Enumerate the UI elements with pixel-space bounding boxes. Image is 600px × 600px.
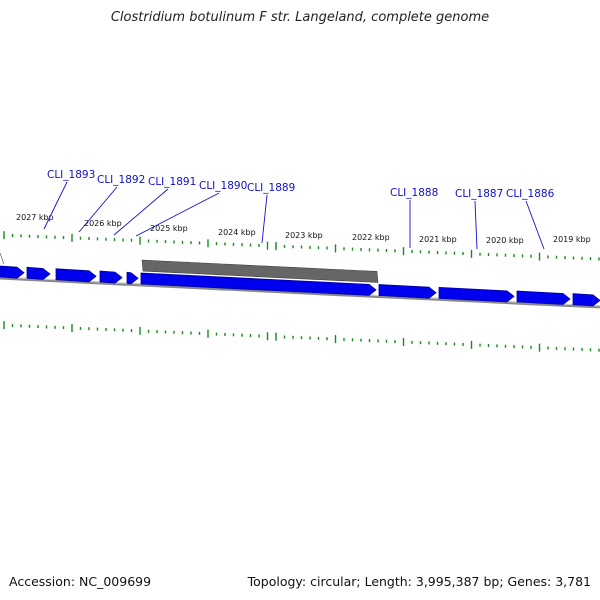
rrna-feature-edge bbox=[0, 252, 5, 265]
gene-label: CLI_1887 bbox=[455, 188, 503, 200]
kbp-tick-label: 2023 kbp bbox=[285, 231, 323, 240]
genome-summary-text: Topology: circular; Length: 3,995,387 bp… bbox=[247, 574, 591, 589]
gene-arrow bbox=[126, 271, 139, 285]
gene-leader-line bbox=[525, 200, 545, 250]
gene-arrow bbox=[438, 286, 515, 303]
gene-label: CLI_1888 bbox=[390, 187, 438, 199]
kbp-tick-label: 2020 kbp bbox=[486, 236, 524, 245]
gene-label: CLI_1890 bbox=[199, 180, 247, 192]
gene-arrow bbox=[140, 272, 377, 296]
backbone-line bbox=[0, 276, 600, 309]
reverse-strand-features bbox=[0, 252, 379, 283]
gc-skew-inner-track bbox=[3, 321, 600, 352]
kbp-tick-label: 2027 kbp bbox=[16, 213, 54, 222]
kbp-tick-label: 2021 kbp bbox=[419, 235, 457, 244]
gene-label: CLI_1893 bbox=[47, 169, 95, 181]
gene-leader-line bbox=[78, 186, 118, 233]
gene-arrow bbox=[26, 266, 51, 280]
gene-leader-line bbox=[261, 194, 268, 244]
gene-arrow bbox=[99, 270, 123, 284]
gene-arrow bbox=[378, 284, 437, 299]
gene-label: CLI_1886 bbox=[506, 188, 555, 200]
gene-leader-line bbox=[135, 192, 220, 237]
kbp-scale: 2027 kbp 2026 kbp 2025 kbp 2024 kbp 2023 kbp… bbox=[16, 213, 591, 245]
gene-arrow bbox=[0, 265, 25, 279]
forward-strand-genes bbox=[0, 265, 600, 307]
rrna-feature bbox=[141, 259, 379, 283]
kbp-tick-label: 2024 kbp bbox=[218, 228, 256, 237]
gene-label: CLI_1891 bbox=[148, 176, 196, 188]
gene-arrow bbox=[572, 293, 600, 307]
gene-arrow bbox=[516, 290, 571, 305]
gene-labels: CLI_1893 CLI_1892 CLI_1891 CLI_1890 CLI_1889… bbox=[43, 169, 555, 250]
kbp-tick-label: 2022 kbp bbox=[352, 233, 390, 242]
kbp-tick-label: 2025 kbp bbox=[150, 224, 188, 233]
gc-skew-outer-track bbox=[3, 231, 600, 261]
gene-leader-line bbox=[113, 188, 169, 236]
kbp-tick-label: 2019 kbp bbox=[553, 235, 591, 244]
map-title: Clostridium botulinum F str. Langeland, … bbox=[110, 10, 490, 25]
accession-text: Accession: NC_009699 bbox=[9, 574, 152, 589]
gene-leader-line bbox=[474, 200, 478, 250]
gene-leader-line bbox=[43, 181, 68, 230]
kbp-tick-label: 2026 kbp bbox=[84, 219, 122, 228]
gene-label: CLI_1889 bbox=[247, 182, 295, 194]
gene-arrow bbox=[55, 268, 97, 283]
gene-label: CLI_1892 bbox=[97, 174, 145, 186]
